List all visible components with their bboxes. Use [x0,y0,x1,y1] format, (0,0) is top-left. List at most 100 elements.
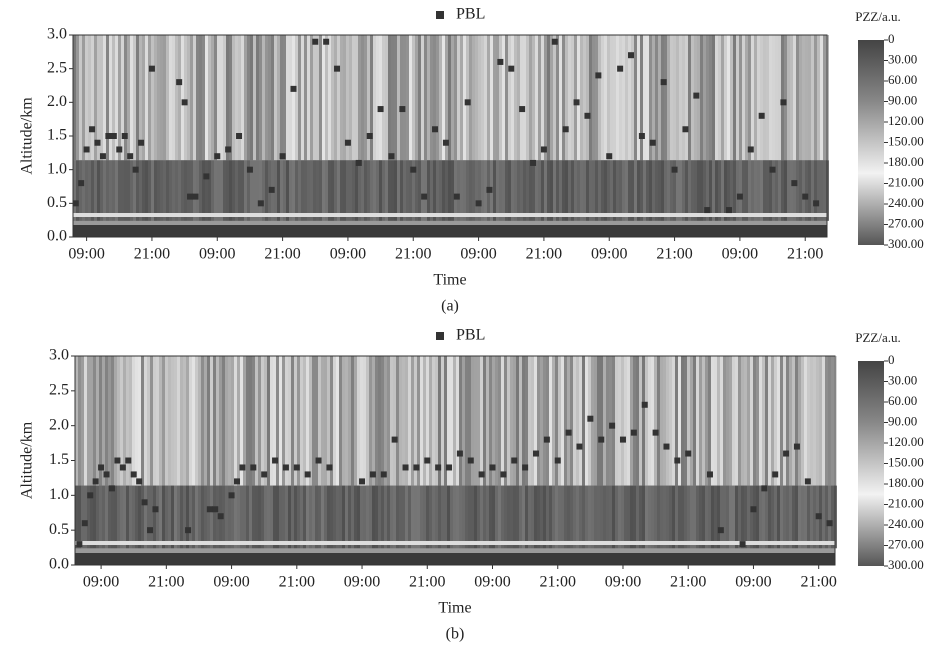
texture [405,356,408,486]
y-tick-label: 1.5 [49,451,69,468]
texture [285,485,288,549]
texture [466,160,469,221]
texture [571,160,574,221]
texture [247,160,250,221]
texture [555,356,558,486]
texture [540,485,543,549]
texture [790,35,793,161]
x-tick-label: 09:00 [460,246,496,263]
texture [513,485,516,549]
texture [583,35,586,161]
texture [130,160,133,221]
pbl-point [366,133,373,139]
texture [462,356,465,486]
texture [244,160,247,221]
texture [127,35,130,161]
pbl-point [617,65,624,72]
texture [729,485,732,549]
texture [171,356,174,486]
texture [555,485,558,549]
texture [115,35,118,161]
y-tick-label: 2.5 [47,59,67,76]
pbl-point [660,79,667,86]
y-tick-label: 0.5 [47,194,67,211]
texture [73,35,76,161]
texture [756,485,759,549]
texture [297,485,300,549]
pbl-point [399,106,406,113]
texture [726,485,729,549]
texture [792,485,795,549]
texture [639,356,642,486]
texture [133,160,136,221]
texture [81,485,84,549]
texture [643,35,646,161]
texture [228,356,231,486]
texture [511,35,514,161]
texture [775,160,778,221]
texture [514,35,517,161]
texture [687,485,690,549]
texture [649,35,652,161]
texture [754,35,757,161]
texture [652,160,655,221]
texture [433,35,436,161]
pbl-point [192,193,199,200]
texture [798,485,801,549]
texture [489,485,492,549]
texture [495,356,498,486]
texture [249,356,252,486]
texture [789,356,792,486]
texture [106,160,109,221]
texture [261,485,264,549]
texture [495,485,498,549]
legend-label: PBL [456,327,485,344]
texture [760,160,763,221]
pbl-point [225,146,232,153]
pbl-point [750,506,757,513]
pbl-point [94,139,101,146]
texture [358,35,361,161]
texture [564,485,567,549]
texture [589,160,592,221]
texture [229,160,232,221]
texture [801,485,804,549]
pbl-point [369,471,376,478]
texture [634,35,637,161]
texture [780,485,783,549]
texture [259,35,262,161]
texture [531,485,534,549]
texture [253,160,256,221]
x-tick-label: 21:00 [787,246,823,263]
texture [249,485,252,549]
texture [661,35,664,161]
texture [144,356,147,486]
texture [517,160,520,221]
pbl-point [497,58,504,65]
pbl-point [380,471,387,478]
texture [288,356,291,486]
pbl-point [279,153,286,160]
texture [498,485,501,549]
texture [168,485,171,549]
texture [726,356,729,486]
texture [805,35,808,161]
texture [744,356,747,486]
texture [283,35,286,161]
texture [630,356,633,486]
pbl-point [826,520,833,527]
texture [657,485,660,549]
texture [184,160,187,221]
texture [483,485,486,549]
texture [598,160,601,221]
texture [202,35,205,161]
texture [181,160,184,221]
x-tick-label: 09:00 [722,246,758,263]
pbl-point [268,186,275,193]
texture [768,356,771,486]
texture [609,485,612,549]
texture [430,160,433,221]
texture [568,35,571,161]
texture [603,356,606,486]
pbl-point [282,464,289,471]
